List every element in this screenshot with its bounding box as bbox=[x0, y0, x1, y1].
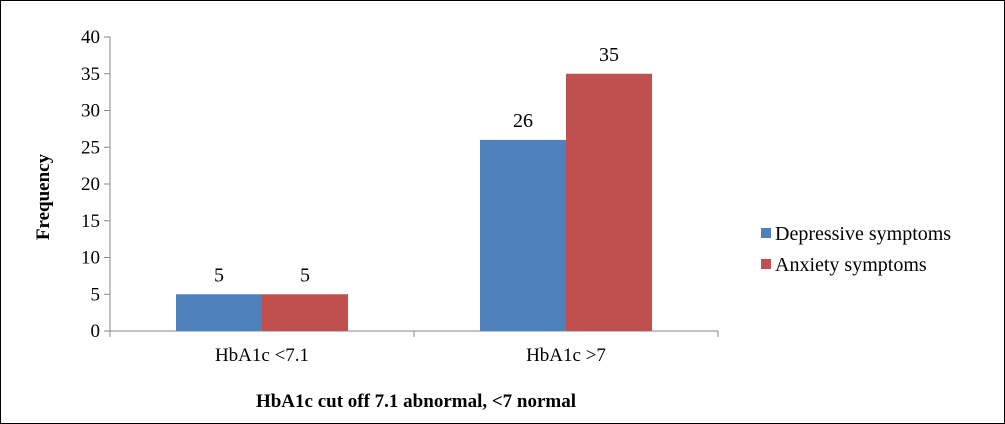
data-label: 5 bbox=[300, 264, 310, 286]
data-labels: 5 5 26 35 bbox=[214, 44, 619, 287]
y-tick-label: 10 bbox=[81, 248, 100, 269]
y-tick-label: 30 bbox=[81, 101, 100, 122]
legend-label: Depressive symptoms bbox=[775, 223, 951, 245]
legend-swatch bbox=[761, 228, 771, 238]
data-label: 26 bbox=[513, 110, 533, 132]
y-tick-label: 5 bbox=[91, 284, 101, 305]
x-tick-label: HbA1c <7.1 bbox=[215, 345, 309, 366]
y-tick-label: 0 bbox=[91, 321, 101, 342]
y-tick-label: 15 bbox=[81, 211, 100, 232]
x-axis-title: HbA1c cut off 7.1 abnormal, <7 normal bbox=[256, 391, 576, 412]
bar-anxiety-symptoms bbox=[566, 73, 652, 331]
bar-depressive-symptoms bbox=[176, 294, 262, 331]
y-tick-label: 25 bbox=[81, 137, 100, 158]
bar-anxiety-symptoms bbox=[262, 294, 348, 331]
x-tick-label: HbA1c >7 bbox=[526, 345, 606, 366]
bar-depressive-symptoms bbox=[480, 139, 566, 331]
y-tick-label: 40 bbox=[81, 27, 100, 48]
legend-label: Anxiety symptoms bbox=[775, 254, 927, 276]
data-label: 5 bbox=[214, 264, 224, 286]
data-label: 35 bbox=[599, 44, 619, 66]
y-tick-label: 20 bbox=[81, 174, 100, 195]
legend: Depressive symptoms Anxiety symptoms bbox=[761, 223, 951, 276]
y-tick-label: 35 bbox=[81, 64, 100, 85]
legend-swatch bbox=[761, 259, 771, 269]
y-axis-title: Frequency bbox=[33, 153, 54, 240]
bars bbox=[176, 73, 652, 331]
axes: 0 5 10 15 20 25 30 35 40 HbA1c <7.1 HbA1c >7 bbox=[81, 27, 719, 366]
